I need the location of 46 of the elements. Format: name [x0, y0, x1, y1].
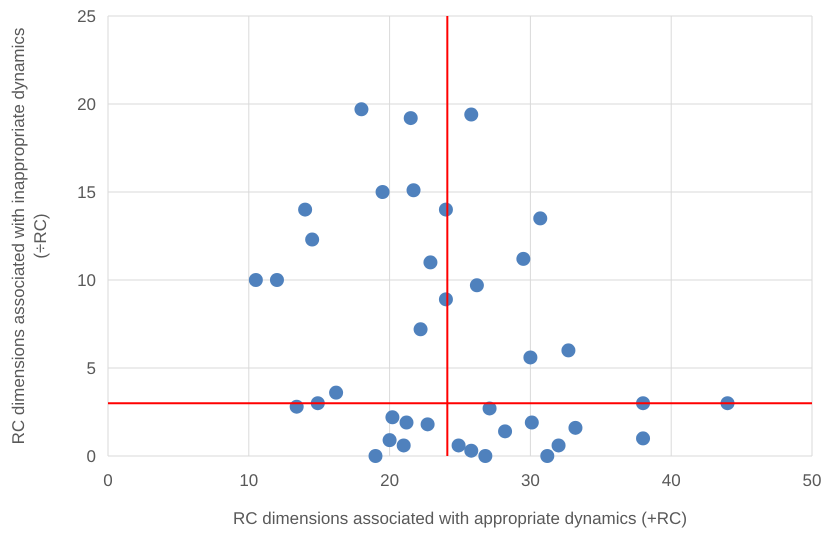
- point: [464, 108, 478, 122]
- point: [368, 449, 383, 463]
- point: [464, 444, 478, 458]
- point: [568, 420, 582, 435]
- y-tick-label: 25: [77, 7, 96, 26]
- point: [404, 111, 418, 126]
- point: [248, 273, 263, 287]
- x-tick-label: 10: [239, 471, 258, 490]
- x-tick-label: 20: [380, 471, 400, 490]
- point: [382, 433, 397, 448]
- point: [561, 343, 576, 358]
- point: [385, 410, 400, 424]
- y-tick-label: 20: [77, 95, 96, 114]
- point: [516, 252, 530, 266]
- x-tick-label: 50: [802, 471, 822, 490]
- point: [399, 416, 414, 430]
- point: [523, 350, 538, 364]
- point: [354, 102, 368, 116]
- point: [478, 449, 492, 463]
- y-tick-label: 10: [77, 271, 96, 290]
- point: [305, 232, 320, 247]
- point: [406, 183, 421, 198]
- point: [376, 185, 390, 199]
- x-tick-label: 40: [662, 471, 681, 490]
- point: [270, 273, 284, 287]
- point: [329, 386, 344, 400]
- point: [552, 438, 566, 452]
- point: [423, 255, 438, 270]
- point: [414, 322, 428, 336]
- x-tick-label: 30: [520, 471, 540, 490]
- point: [396, 438, 411, 452]
- point: [540, 449, 554, 463]
- point: [533, 211, 548, 226]
- y-tick-label: 5: [86, 359, 96, 378]
- y-axis-title: RC dimensions associated with inappropriate dynamics (÷RC): [9, 28, 50, 444]
- y-tick-label: 0: [86, 447, 96, 466]
- point: [636, 431, 650, 446]
- point: [298, 202, 312, 217]
- x-axis-title: RC dimensions associated with appropriate dynamics (+RC): [233, 509, 687, 528]
- x-tick-label: 0: [103, 471, 113, 490]
- point: [452, 438, 466, 452]
- point: [524, 416, 539, 430]
- point: [470, 278, 484, 292]
- point: [498, 424, 512, 438]
- y-tick-label: 15: [77, 183, 96, 202]
- point: [420, 417, 435, 432]
